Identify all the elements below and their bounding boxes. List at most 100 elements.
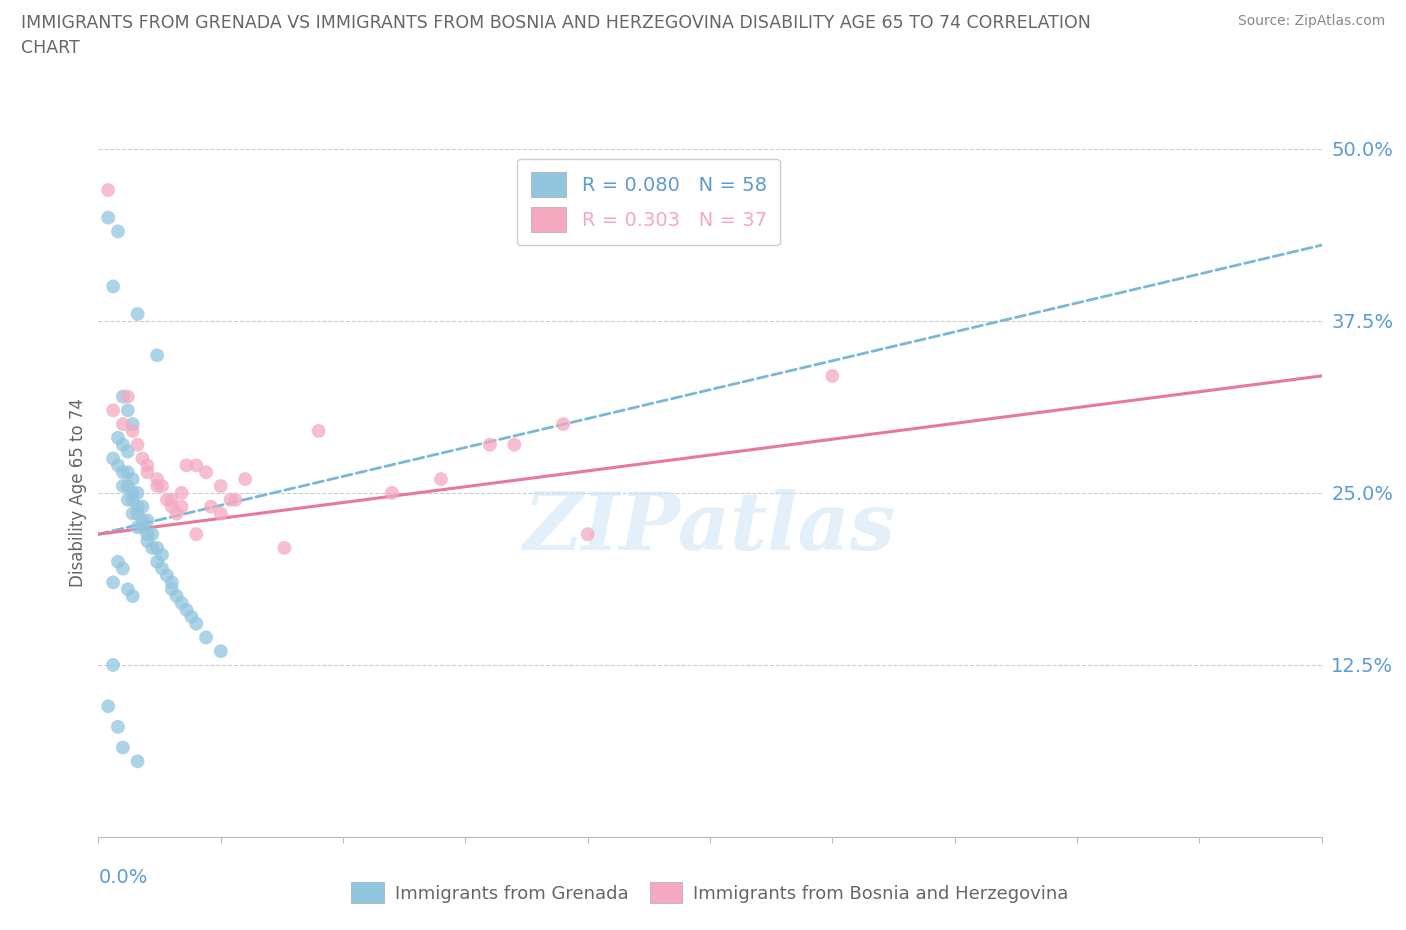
Point <box>219 492 242 507</box>
Point <box>146 554 169 569</box>
Point <box>97 210 120 225</box>
Point <box>200 499 222 514</box>
Legend: Immigrants from Grenada, Immigrants from Bosnia and Herzegovina: Immigrants from Grenada, Immigrants from… <box>344 875 1076 910</box>
Point <box>121 589 143 604</box>
Point <box>176 603 198 618</box>
Point <box>553 417 575 432</box>
Point <box>166 506 188 521</box>
Point <box>170 595 193 610</box>
Point <box>233 472 256 486</box>
Point <box>195 465 218 480</box>
Point <box>156 568 179 583</box>
Point <box>121 506 143 521</box>
Point <box>111 389 134 404</box>
Text: IMMIGRANTS FROM GRENADA VS IMMIGRANTS FROM BOSNIA AND HERZEGOVINA DISABILITY AGE: IMMIGRANTS FROM GRENADA VS IMMIGRANTS FR… <box>21 14 1091 32</box>
Point <box>150 561 173 576</box>
Point <box>136 534 159 549</box>
Text: Source: ZipAtlas.com: Source: ZipAtlas.com <box>1237 14 1385 28</box>
Point <box>107 458 129 472</box>
Point <box>117 445 139 459</box>
Point <box>136 465 159 480</box>
Point <box>170 485 193 500</box>
Point <box>117 465 139 480</box>
Text: ZIPatlas: ZIPatlas <box>524 488 896 566</box>
Point <box>121 492 143 507</box>
Point <box>111 465 134 480</box>
Point <box>117 479 139 494</box>
Point <box>131 520 153 535</box>
Point <box>146 472 169 486</box>
Point <box>576 526 599 541</box>
Point <box>821 368 844 383</box>
Point <box>107 554 129 569</box>
Point <box>186 526 208 541</box>
Point <box>150 548 173 563</box>
Point <box>127 499 149 514</box>
Point <box>170 499 193 514</box>
Point <box>97 698 120 713</box>
Point <box>127 506 149 521</box>
Point <box>111 561 134 576</box>
Point <box>101 279 124 294</box>
Y-axis label: Disability Age 65 to 74: Disability Age 65 to 74 <box>69 398 87 588</box>
Point <box>146 540 169 555</box>
Point <box>209 479 232 494</box>
Point <box>166 589 188 604</box>
Point <box>101 658 124 672</box>
Point <box>131 499 153 514</box>
Point <box>146 479 169 494</box>
Point <box>97 182 120 197</box>
Point <box>381 485 404 500</box>
Point <box>209 506 232 521</box>
Point <box>127 437 149 452</box>
Point <box>107 431 129 445</box>
Point <box>107 224 129 239</box>
Point <box>160 575 183 590</box>
Point <box>131 513 153 528</box>
Point <box>127 520 149 535</box>
Point <box>121 472 143 486</box>
Point <box>308 423 330 438</box>
Text: CHART: CHART <box>21 39 80 57</box>
Point <box>141 540 163 555</box>
Point <box>195 630 218 644</box>
Point <box>111 740 134 755</box>
Point <box>121 485 143 500</box>
Point <box>131 451 153 466</box>
Point <box>136 458 159 472</box>
Point <box>111 417 134 432</box>
Point <box>117 389 139 404</box>
Point <box>224 492 246 507</box>
Point <box>146 348 169 363</box>
Point <box>111 479 134 494</box>
Point <box>101 575 124 590</box>
Point <box>273 540 295 555</box>
Point <box>176 458 198 472</box>
Point <box>127 754 149 769</box>
Point <box>478 437 501 452</box>
Point <box>150 479 173 494</box>
Point <box>186 458 208 472</box>
Point <box>117 403 139 418</box>
Point <box>101 403 124 418</box>
Point <box>136 513 159 528</box>
Text: 0.0%: 0.0% <box>98 868 148 887</box>
Point <box>430 472 453 486</box>
Point <box>111 437 134 452</box>
Point <box>180 609 202 624</box>
Point <box>117 582 139 597</box>
Point <box>127 485 149 500</box>
Point <box>160 492 183 507</box>
Point <box>160 582 183 597</box>
Point <box>121 423 143 438</box>
Point <box>141 526 163 541</box>
Point <box>156 492 179 507</box>
Point <box>186 617 208 631</box>
Point <box>121 417 143 432</box>
Point <box>209 644 232 658</box>
Point <box>127 307 149 322</box>
Point <box>503 437 526 452</box>
Point <box>136 526 159 541</box>
Point <box>107 720 129 735</box>
Point <box>160 499 183 514</box>
